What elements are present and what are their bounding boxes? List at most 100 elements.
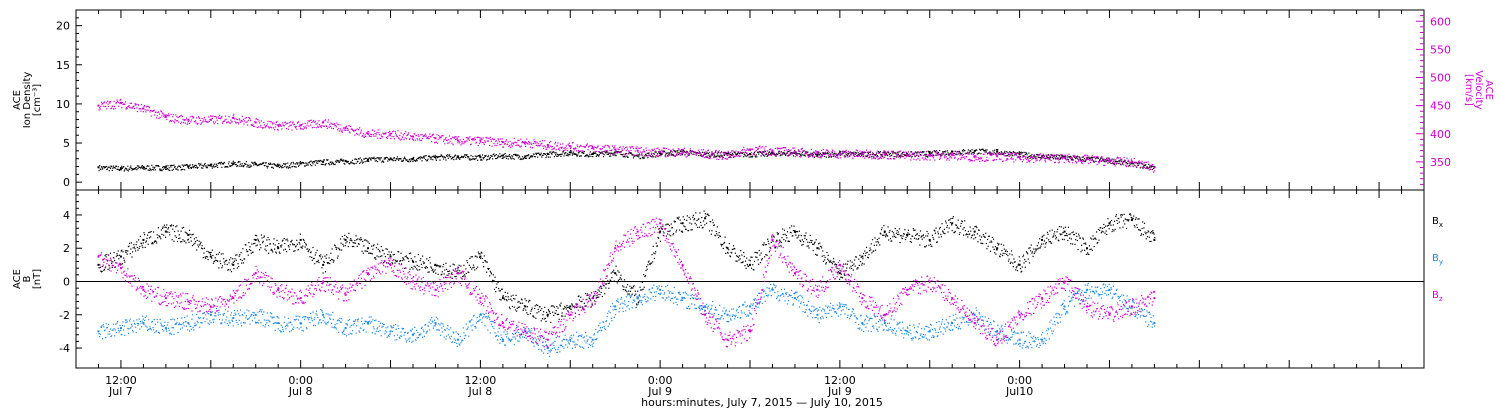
plasma-scatter-dot <box>727 150 729 152</box>
plasma-scatter-dot <box>197 123 199 125</box>
plasma-scatter-dot <box>770 153 772 155</box>
plasma-scatter-dot <box>1035 160 1037 162</box>
bfield-scatter-dot <box>232 261 234 263</box>
plasma-scatter-dot <box>937 153 940 155</box>
plasma-scatter-dot <box>1103 158 1105 160</box>
bfield-data-point <box>1041 238 1044 241</box>
plasma-scatter-dot <box>527 143 529 145</box>
plasma-scatter-dot <box>249 164 251 166</box>
bfield-scatter-dot <box>686 215 688 217</box>
plasma-right-tick-label: 500 <box>1430 72 1451 85</box>
plasma-scatter-dot <box>559 143 561 145</box>
plasma-scatter-dot <box>828 151 830 153</box>
bfield-scatter-dot <box>111 262 113 264</box>
plasma-scatter-dot <box>162 113 164 115</box>
bfield-scatter-dot <box>778 245 780 247</box>
bfield-scatter-dot <box>320 258 322 260</box>
plasma-scatter-dot <box>1152 165 1154 167</box>
bfield-scatter-dot <box>254 242 256 244</box>
plasma-scatter-dot <box>496 142 499 144</box>
plasma-scatter-dot <box>1049 158 1051 160</box>
bfield-scatter-dot <box>807 241 809 243</box>
plasma-scatter-dot <box>469 157 471 160</box>
plasma-scatter-dot <box>521 142 523 144</box>
plasma-scatter-dot <box>512 142 514 144</box>
plasma-scatter-dot <box>213 166 215 168</box>
bfield-scatter-dot <box>105 256 107 258</box>
bfield-scatter-dot <box>224 263 226 265</box>
bfield-scatter-dot <box>305 244 307 246</box>
plasma-scatter-dot <box>214 121 216 123</box>
plasma-scatter-dot <box>985 151 987 153</box>
plasma-scatter-dot <box>200 167 203 169</box>
bfield-scatter-dot <box>398 251 400 253</box>
plasma-scatter-dot <box>882 155 884 157</box>
plasma-scatter-dot <box>489 157 491 159</box>
bfield-scatter-dot <box>783 229 786 231</box>
plasma-scatter-dot <box>852 157 854 159</box>
plasma-scatter-dot <box>846 154 848 156</box>
bfield-scatter-dot <box>376 255 378 257</box>
plasma-scatter-dot <box>516 144 518 146</box>
plasma-scatter-dot <box>292 161 294 163</box>
plasma-scatter-dot <box>592 151 594 153</box>
plasma-scatter-dot <box>868 156 871 159</box>
plasma-scatter-dot <box>994 159 996 161</box>
plasma-scatter-dot <box>819 153 821 155</box>
plasma-scatter-dot <box>501 138 503 140</box>
plasma-scatter-dot <box>978 158 980 160</box>
bfield-scatter-dot <box>412 268 414 270</box>
plasma-scatter-dot <box>544 140 546 142</box>
plasma-scatter-dot <box>1137 162 1139 165</box>
plasma-scatter-dot <box>714 155 716 157</box>
plasma-scatter-dot <box>589 151 591 153</box>
bfield-scatter-dot <box>740 250 742 252</box>
plasma-scatter-dot <box>428 138 430 140</box>
bfield-scatter-dot <box>304 246 306 248</box>
plasma-scatter-dot <box>296 128 298 130</box>
plasma-scatter-dot <box>383 158 385 160</box>
bfield-scatter-dot <box>794 230 796 232</box>
plasma-scatter-dot <box>877 158 879 160</box>
plasma-scatter-dot <box>698 151 700 153</box>
plasma-scatter-dot <box>233 163 235 166</box>
plasma-scatter-dot <box>274 126 276 128</box>
plasma-scatter-dot <box>242 166 245 168</box>
bfield-scatter-dot <box>673 232 675 235</box>
plasma-scatter-dot <box>1031 154 1033 156</box>
plasma-scatter-dot <box>729 153 731 156</box>
plasma-scatter-dot <box>852 153 854 155</box>
bfield-scatter-dot <box>815 253 817 256</box>
bfield-scatter-dot <box>539 306 541 308</box>
plasma-scatter-dot <box>962 153 965 156</box>
plasma-scatter-dot <box>183 119 185 122</box>
plasma-scatter-dot <box>762 154 765 157</box>
bfield-scatter-dot <box>195 237 197 239</box>
bfield-scatter-dot <box>400 252 402 254</box>
bfield-scatter-dot <box>416 264 418 266</box>
plasma-scatter-dot <box>468 137 470 139</box>
plasma-scatter-dot <box>389 159 391 161</box>
plasma-scatter-dot <box>554 143 556 145</box>
bfield-scatter-dot <box>558 318 560 320</box>
plasma-scatter-dot <box>359 127 361 129</box>
bfield-scatter-dot <box>439 266 441 268</box>
plasma-scatter-dot <box>408 132 410 134</box>
plasma-scatter-dot <box>353 130 355 132</box>
bfield-scatter-dot <box>454 268 457 270</box>
bfield-scatter-dot <box>812 243 814 245</box>
plasma-scatter-dot <box>244 117 246 120</box>
bfield-data-point <box>569 305 572 308</box>
plasma-scatter-dot <box>478 142 481 144</box>
plasma-scatter-dot <box>517 157 520 159</box>
bfield-scatter-dot <box>676 229 678 231</box>
plasma-scatter-dot <box>380 138 382 140</box>
bfield-scatter-dot <box>504 298 506 301</box>
plasma-scatter-dot <box>568 142 570 144</box>
plasma-scatter-dot <box>504 152 506 155</box>
plasma-scatter-dot <box>867 151 869 153</box>
plasma-scatter-dot <box>320 125 322 127</box>
plasma-scatter-dot <box>401 136 403 138</box>
plasma-scatter-dot <box>456 138 458 140</box>
plasma-scatter-dot <box>308 162 310 164</box>
